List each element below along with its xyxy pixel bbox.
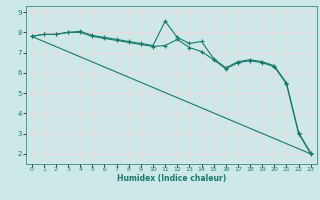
X-axis label: Humidex (Indice chaleur): Humidex (Indice chaleur) <box>116 174 226 183</box>
